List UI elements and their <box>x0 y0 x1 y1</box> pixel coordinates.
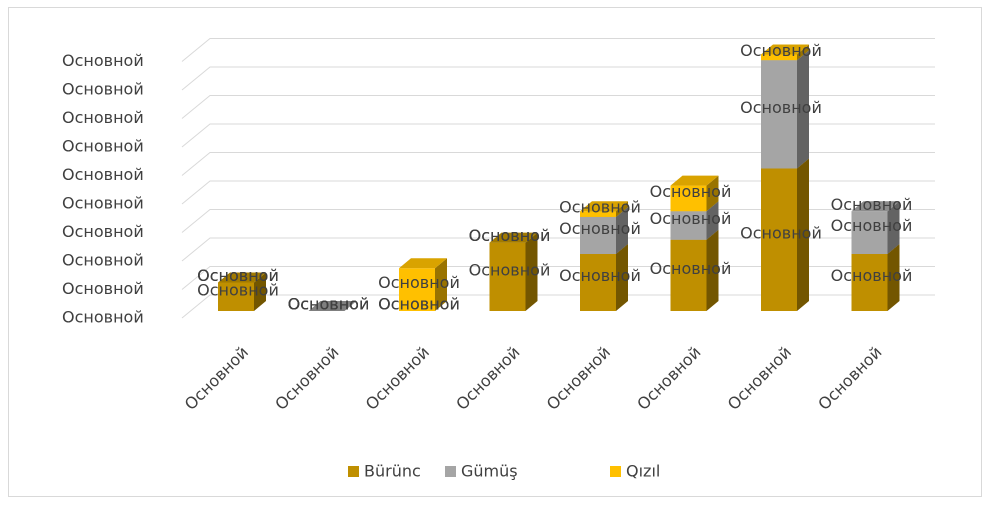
data-label: Основной <box>559 219 641 238</box>
data-label: Основной <box>650 209 732 228</box>
data-label: Основной <box>378 295 460 314</box>
bar-segment <box>580 216 616 254</box>
bar-side <box>706 201 719 240</box>
data-label: Основной <box>831 195 913 214</box>
data-label: Основной <box>469 226 551 245</box>
grid-line <box>181 95 935 119</box>
legend-swatch <box>445 466 456 477</box>
data-label: Основной <box>469 226 551 245</box>
y-tick-label: Основной <box>62 137 144 156</box>
grid-line <box>181 152 935 176</box>
data-label: Основной <box>831 266 913 285</box>
bar-side <box>254 272 266 311</box>
y-tick-label: Основной <box>62 194 144 213</box>
bar-side <box>797 50 809 169</box>
data-label: Основной <box>288 295 370 314</box>
legend-label: Gümüş <box>461 462 518 481</box>
grid-line <box>181 38 935 62</box>
y-tick-label: Основной <box>62 51 144 70</box>
data-label: Основной <box>197 266 279 285</box>
data-label: Основной <box>740 41 822 60</box>
bar-segment <box>580 254 616 311</box>
bar-side <box>797 44 809 61</box>
data-label: Основной <box>288 295 370 314</box>
y-tick-label: Основной <box>62 308 144 327</box>
y-tick-label: Основной <box>62 279 144 298</box>
legend-label: Bürünc <box>364 462 421 481</box>
bar-segment <box>761 168 797 311</box>
data-label: Основной <box>650 259 732 278</box>
bar-side <box>887 201 900 254</box>
y-tick-label: Основной <box>62 165 144 184</box>
grid-line <box>181 66 935 91</box>
bar-top <box>399 258 447 269</box>
bar-segment <box>761 54 797 61</box>
y-tick-label: Основной <box>62 108 144 127</box>
bar-side <box>616 244 628 311</box>
legend-swatch <box>348 466 359 477</box>
bar-side <box>797 158 809 311</box>
grid-line <box>181 123 935 148</box>
legend-label: Qızıl <box>626 462 660 481</box>
data-label: Основной <box>378 295 460 314</box>
legend-swatch <box>610 466 621 477</box>
bar-top <box>761 44 809 55</box>
data-label: Основной <box>469 260 551 279</box>
data-label: Основной <box>197 280 279 299</box>
bar-side <box>616 206 628 254</box>
y-tick-label: Основной <box>62 222 144 241</box>
bar-side <box>525 232 538 311</box>
y-tick-label: Основной <box>62 251 144 270</box>
data-label: Основной <box>197 266 279 285</box>
bar-segment <box>851 254 888 311</box>
y-tick-label: Основной <box>62 80 144 99</box>
bar-top <box>218 272 266 283</box>
data-label: Основной <box>650 182 732 201</box>
bar-top <box>308 301 357 311</box>
bar-side <box>706 229 719 311</box>
bar-segment <box>851 211 888 254</box>
data-label: Основной <box>740 98 822 117</box>
data-label: Основной <box>559 198 641 217</box>
bar-segment <box>489 242 526 311</box>
bar-segment <box>761 60 797 169</box>
bar-side <box>435 258 447 311</box>
bar-segment <box>670 239 707 311</box>
data-label: Основной <box>378 273 460 292</box>
data-label: Основной <box>288 295 370 314</box>
data-label: Основной <box>559 266 641 285</box>
bar-top <box>580 201 628 212</box>
bar-side <box>616 201 628 217</box>
bar-segment <box>399 268 435 311</box>
bar-side <box>706 175 719 212</box>
bar-segment <box>580 211 616 217</box>
bar-segment <box>218 282 254 311</box>
bar-top <box>670 175 719 186</box>
data-label: Основной <box>831 216 913 235</box>
bar-top <box>489 232 538 243</box>
data-label: Основной <box>740 223 822 242</box>
bar-top <box>851 201 900 212</box>
bar-side <box>887 244 900 311</box>
bar-segment <box>670 211 707 240</box>
bar-segment <box>670 185 707 212</box>
